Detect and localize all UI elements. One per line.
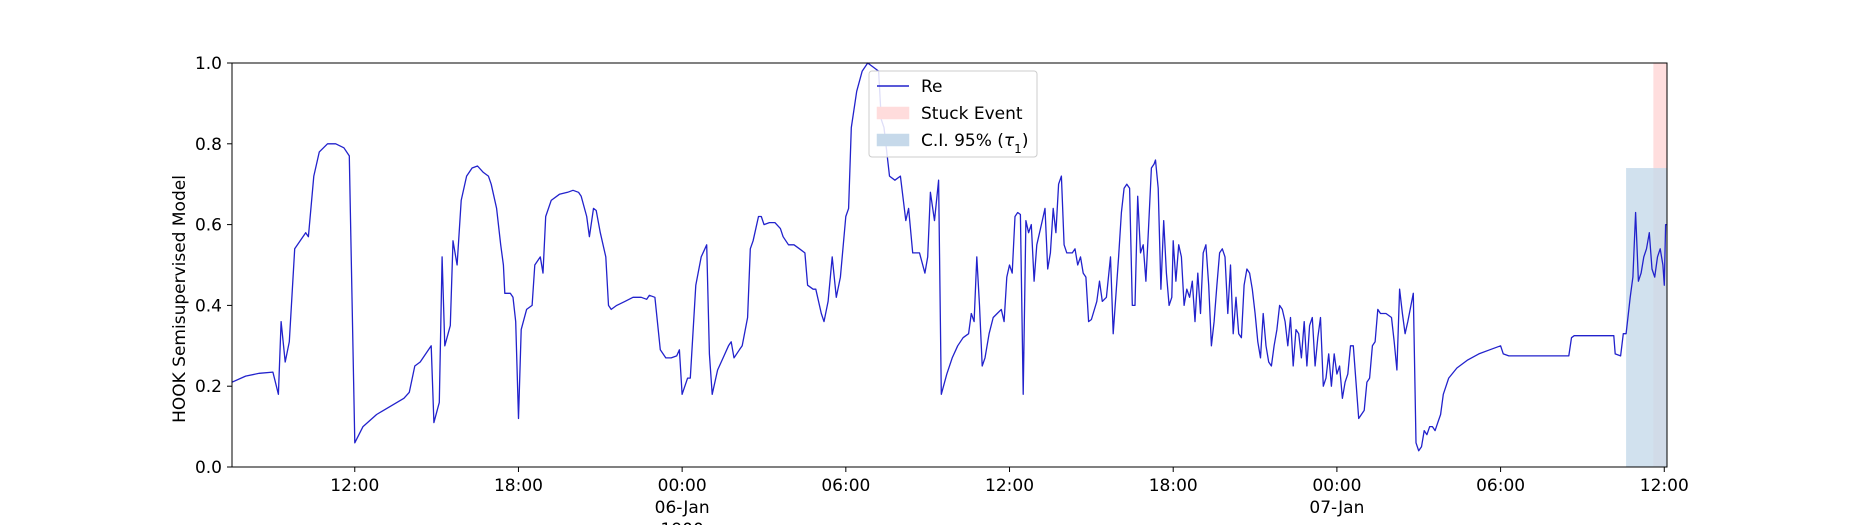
series-line-re bbox=[231, 62, 1667, 452]
shaded-region-ci-95 bbox=[1626, 168, 1667, 468]
legend-swatch-patch bbox=[876, 133, 910, 147]
legend-label: Re bbox=[921, 77, 943, 97]
x-tick-label: 00:00 bbox=[658, 476, 707, 496]
y-tick-label: 0.4 bbox=[195, 296, 222, 316]
x-tick-label: 12:00 bbox=[1640, 476, 1689, 496]
x-tick-label: 12:00 bbox=[330, 476, 379, 496]
x-tick-label: 18:00 bbox=[1149, 476, 1198, 496]
shaded-regions bbox=[1626, 63, 1667, 468]
x-tick-year-label: 1900 bbox=[661, 520, 704, 525]
legend-label: Stuck Event bbox=[921, 104, 1023, 124]
x-tick-label: 00:00 bbox=[1312, 476, 1361, 496]
x-tick-label: 06:00 bbox=[1476, 476, 1525, 496]
legend-box bbox=[868, 70, 1038, 158]
x-tick-label: 12:00 bbox=[985, 476, 1034, 496]
plot-frame bbox=[231, 62, 1668, 468]
y-tick-label: 0.6 bbox=[195, 216, 222, 236]
x-tick-label: 18:00 bbox=[494, 476, 543, 496]
y-tick-label: 0.0 bbox=[195, 458, 222, 478]
axes: 0.00.20.40.60.81.012:0018:0000:0006-Jan1… bbox=[195, 54, 1689, 525]
x-tick-date-label: 06-Jan bbox=[655, 498, 710, 518]
series-layer bbox=[231, 62, 1667, 452]
x-tick-label: 06:00 bbox=[821, 476, 870, 496]
y-tick-label: 0.8 bbox=[195, 135, 222, 155]
y-tick-label: 0.2 bbox=[195, 377, 222, 397]
x-tick-date-label: 07-Jan bbox=[1309, 498, 1364, 518]
legend-swatch-patch bbox=[876, 106, 910, 120]
y-axis-label: HOOK Semisupervised Model bbox=[170, 175, 190, 423]
y-tick-label: 1.0 bbox=[195, 54, 222, 74]
